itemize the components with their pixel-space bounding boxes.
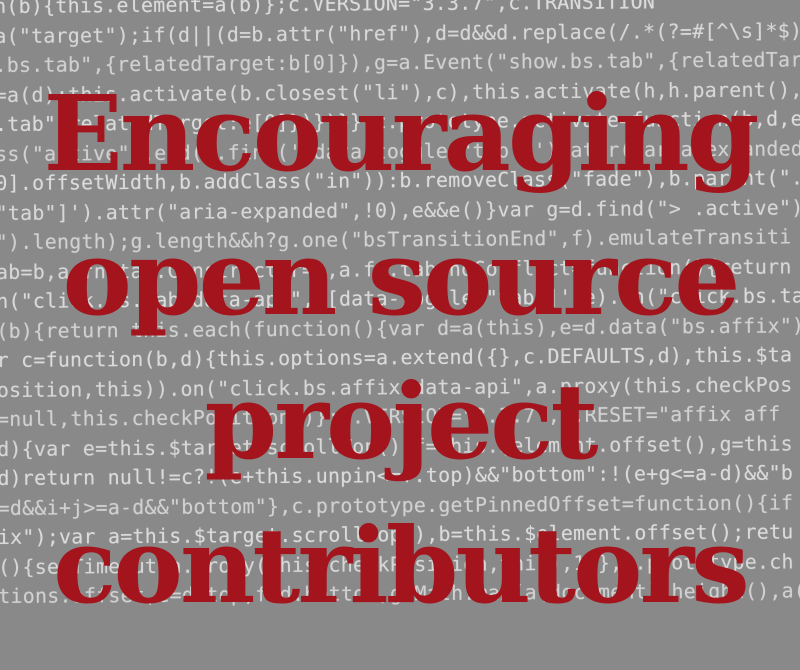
headline-line-3: project <box>204 360 598 483</box>
headline-line-2: open source <box>62 216 741 339</box>
headline: Encouraging open source project contribu… <box>0 62 800 638</box>
headline-line-1: Encouraging <box>43 72 760 195</box>
headline-line-4: contributors <box>53 504 750 627</box>
